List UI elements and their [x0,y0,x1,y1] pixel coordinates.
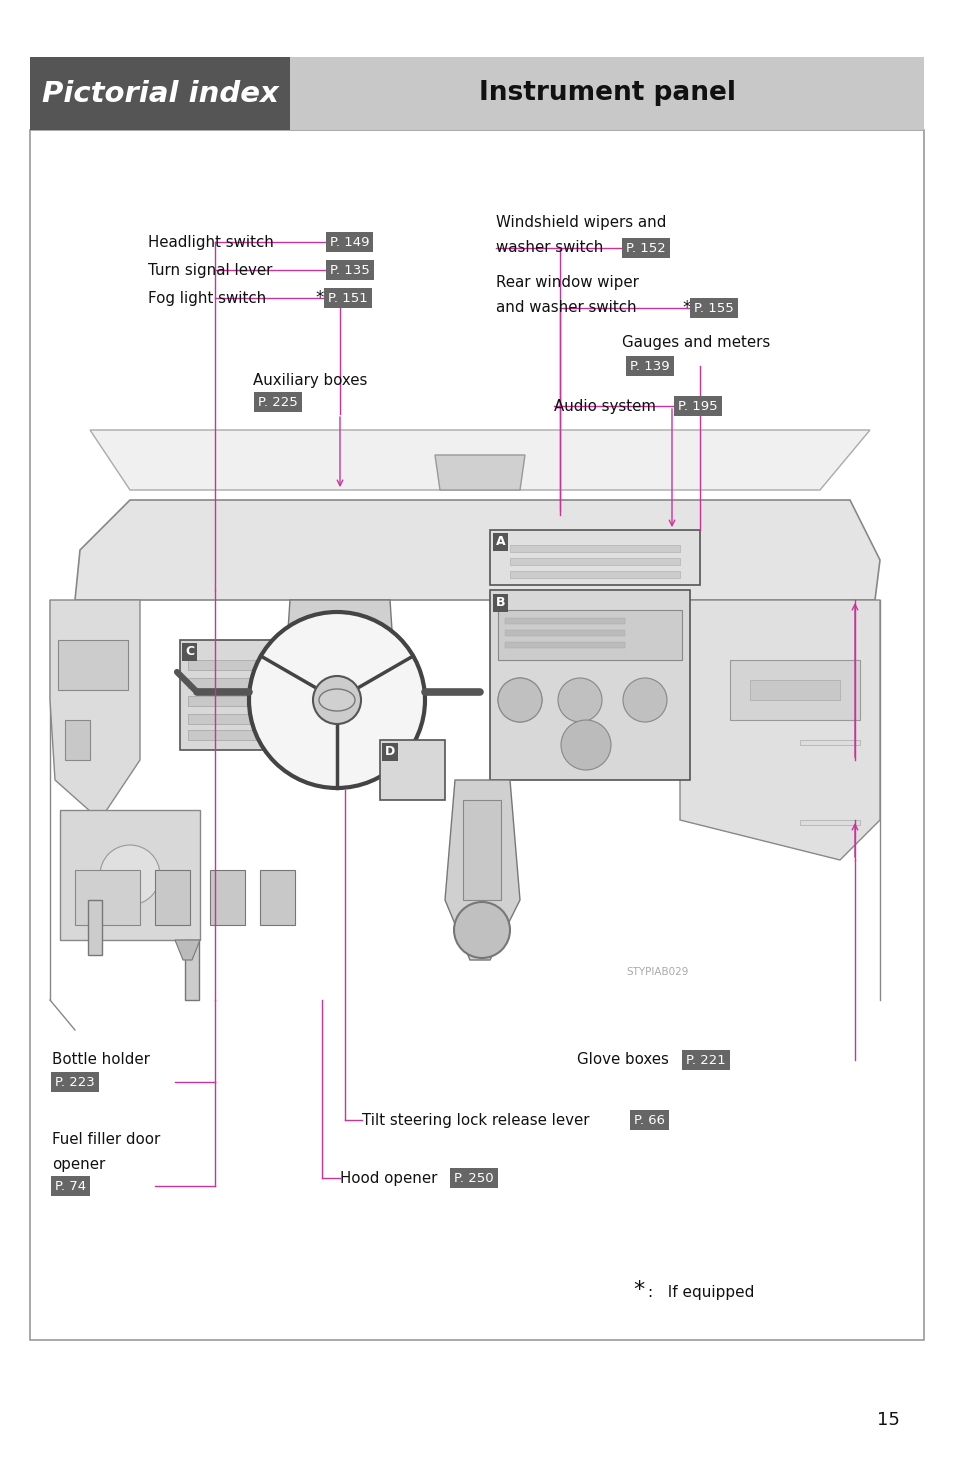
Text: Windshield wipers and: Windshield wipers and [496,214,666,230]
Text: P. 152: P. 152 [625,242,665,255]
Text: *: * [633,1280,643,1299]
Text: *: * [314,289,323,307]
Text: Gauges and meters: Gauges and meters [621,335,769,350]
Circle shape [558,678,601,721]
Polygon shape [75,500,879,600]
Circle shape [249,612,424,788]
Text: P. 225: P. 225 [257,395,297,409]
Text: opener: opener [52,1156,105,1171]
Text: P. 135: P. 135 [330,264,370,276]
Bar [30,130,923,1339]
Bar [185,940,199,1000]
Bar [58,640,128,690]
Bar [180,640,280,749]
Bar [490,590,689,780]
Circle shape [497,678,541,721]
Polygon shape [65,720,90,760]
Text: Fog light switch: Fog light switch [148,291,266,305]
Text: Fuel filler door: Fuel filler door [52,1133,160,1148]
Text: Glove boxes: Glove boxes [577,1053,668,1068]
Bar [490,530,700,586]
Text: and washer switch: and washer switch [496,301,636,316]
Circle shape [454,903,510,957]
Polygon shape [280,600,399,749]
Text: Bottle holder: Bottle holder [52,1053,150,1068]
Bar [497,611,681,659]
Text: Hood opener: Hood opener [339,1171,436,1186]
Text: P. 223: P. 223 [55,1075,94,1089]
Text: Turn signal lever: Turn signal lever [148,263,273,277]
Bar [379,740,444,799]
Text: 15: 15 [876,1412,899,1429]
Text: P. 139: P. 139 [629,360,669,373]
Bar [510,571,679,578]
Bar [154,870,190,925]
Bar [60,810,200,940]
Bar [729,659,859,720]
Polygon shape [90,431,869,490]
Bar [88,900,102,954]
Polygon shape [50,600,140,820]
Bar [188,730,270,740]
Text: Instrument panel: Instrument panel [479,81,736,106]
Circle shape [100,845,160,906]
Text: Tilt steering lock release lever: Tilt steering lock release lever [361,1112,589,1127]
Bar [462,799,500,900]
Polygon shape [174,940,200,960]
Bar [188,696,270,707]
Bar [260,870,294,925]
Text: B: B [496,596,505,609]
Text: :   If equipped: : If equipped [647,1285,754,1299]
Bar [800,740,859,745]
Text: Headlight switch: Headlight switch [148,235,274,249]
Circle shape [497,678,541,721]
Polygon shape [679,600,879,860]
Text: P. 151: P. 151 [328,292,367,304]
Text: Rear window wiper: Rear window wiper [496,274,639,289]
Bar [749,680,840,701]
Text: A: A [496,535,505,549]
Text: P. 74: P. 74 [55,1180,86,1192]
Text: P. 250: P. 250 [454,1171,493,1184]
Text: P. 66: P. 66 [634,1114,664,1127]
Bar [510,558,679,565]
Text: P. 195: P. 195 [678,400,717,413]
Bar [800,820,859,825]
Bar [290,58,923,130]
Circle shape [313,676,360,724]
Text: P. 221: P. 221 [685,1053,725,1066]
Text: washer switch: washer switch [496,240,602,255]
Bar [504,618,624,624]
Text: D: D [385,745,395,758]
Bar [188,714,270,724]
Text: Auxiliary boxes: Auxiliary boxes [253,373,367,388]
Bar [30,58,290,130]
Text: Pictorial index: Pictorial index [42,80,278,108]
Bar [504,642,624,648]
Circle shape [560,720,610,770]
Text: Audio system: Audio system [554,398,656,413]
Bar [510,544,679,552]
Polygon shape [444,780,519,960]
Bar [504,630,624,636]
Bar [188,659,270,670]
Text: *: * [681,299,690,317]
Polygon shape [435,454,524,490]
Circle shape [622,678,666,721]
Text: STYPIAB029: STYPIAB029 [625,968,688,976]
Ellipse shape [318,689,355,711]
Text: C: C [185,645,193,658]
Bar [210,870,245,925]
Text: P. 149: P. 149 [330,236,369,248]
Bar [188,678,270,687]
Text: P. 155: P. 155 [693,301,733,314]
Bar [75,870,140,925]
